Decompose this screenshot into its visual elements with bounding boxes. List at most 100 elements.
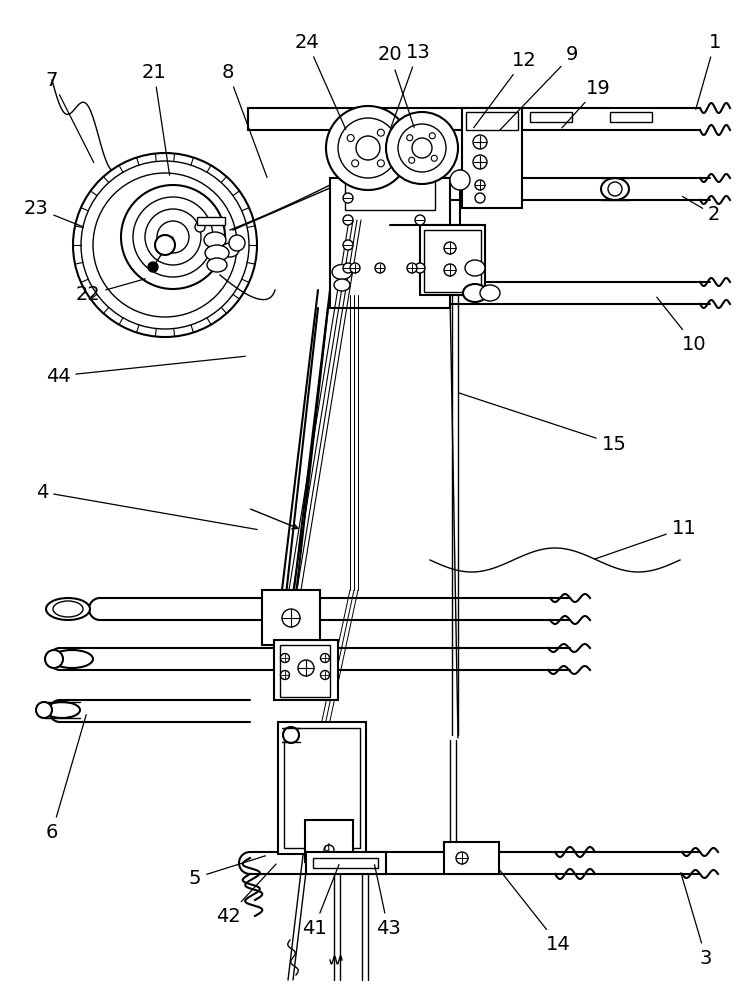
Bar	[444, 842, 499, 874]
Bar	[530, 112, 572, 122]
Circle shape	[431, 155, 437, 161]
Circle shape	[347, 134, 354, 141]
Circle shape	[377, 160, 384, 167]
Circle shape	[343, 193, 353, 203]
Text: 11: 11	[595, 518, 696, 559]
Circle shape	[157, 221, 189, 253]
Ellipse shape	[36, 702, 52, 718]
Ellipse shape	[463, 284, 487, 302]
Text: 21: 21	[142, 62, 170, 175]
Text: 42: 42	[215, 864, 276, 926]
Circle shape	[377, 129, 384, 136]
Ellipse shape	[207, 258, 227, 272]
Text: 4: 4	[36, 483, 257, 530]
Circle shape	[386, 112, 458, 184]
Circle shape	[351, 160, 359, 167]
Bar	[420, 225, 485, 295]
Circle shape	[326, 106, 410, 190]
Circle shape	[283, 727, 299, 743]
Ellipse shape	[44, 702, 80, 718]
Circle shape	[324, 845, 334, 855]
Text: 43: 43	[375, 865, 401, 938]
Text: 5: 5	[189, 856, 265, 888]
Text: 41: 41	[301, 865, 339, 938]
Bar	[280, 645, 330, 697]
Circle shape	[229, 235, 245, 251]
Text: 12: 12	[473, 50, 537, 128]
Ellipse shape	[601, 178, 629, 200]
Bar	[278, 722, 366, 854]
Circle shape	[398, 124, 446, 172]
Circle shape	[281, 654, 290, 662]
Text: 13: 13	[391, 42, 431, 127]
Text: 2: 2	[682, 196, 720, 225]
Circle shape	[73, 153, 257, 337]
Text: 22: 22	[76, 279, 146, 304]
Bar	[306, 852, 386, 874]
Circle shape	[195, 222, 205, 232]
Circle shape	[343, 240, 353, 250]
Ellipse shape	[480, 285, 500, 301]
Circle shape	[320, 654, 329, 662]
Text: 3: 3	[681, 873, 712, 968]
Ellipse shape	[332, 264, 352, 279]
Circle shape	[375, 263, 385, 273]
Circle shape	[444, 264, 456, 276]
Text: 7: 7	[46, 70, 94, 163]
Bar	[197, 217, 225, 225]
Bar	[284, 728, 360, 848]
Circle shape	[145, 209, 201, 265]
Text: 24: 24	[295, 32, 346, 129]
Circle shape	[155, 235, 175, 255]
Text: 15: 15	[459, 393, 626, 454]
Bar	[262, 590, 320, 645]
Circle shape	[356, 136, 380, 160]
Circle shape	[121, 185, 225, 289]
Ellipse shape	[53, 601, 83, 617]
Bar	[462, 108, 522, 208]
Circle shape	[343, 215, 353, 225]
Ellipse shape	[51, 650, 93, 668]
Ellipse shape	[46, 598, 90, 620]
Circle shape	[444, 242, 456, 254]
Circle shape	[412, 138, 432, 158]
Circle shape	[415, 215, 425, 225]
Ellipse shape	[205, 245, 229, 261]
Circle shape	[475, 180, 485, 190]
Text: 20: 20	[378, 45, 414, 127]
Text: d: d	[324, 843, 330, 853]
Circle shape	[473, 135, 487, 149]
Bar	[424, 230, 481, 292]
Text: 10: 10	[657, 297, 706, 354]
Circle shape	[133, 197, 213, 277]
Text: 6: 6	[46, 715, 86, 842]
Text: 1: 1	[696, 32, 721, 109]
Circle shape	[298, 660, 314, 676]
Text: 44: 44	[46, 356, 245, 385]
Ellipse shape	[45, 650, 63, 668]
Circle shape	[148, 262, 158, 272]
Bar	[313, 858, 378, 868]
Text: 19: 19	[562, 79, 610, 128]
Bar	[274, 640, 338, 700]
Circle shape	[343, 263, 353, 273]
Circle shape	[281, 670, 290, 680]
Text: 23: 23	[24, 198, 83, 227]
Circle shape	[608, 182, 622, 196]
Circle shape	[456, 852, 468, 864]
Text: 9: 9	[500, 45, 578, 130]
Bar	[610, 112, 652, 122]
Circle shape	[450, 170, 470, 190]
Circle shape	[350, 263, 360, 273]
Bar	[466, 112, 518, 130]
Text: 8: 8	[222, 62, 267, 177]
Bar	[330, 178, 450, 308]
Ellipse shape	[465, 260, 485, 276]
Text: 14: 14	[500, 870, 570, 954]
Circle shape	[407, 263, 417, 273]
Circle shape	[93, 173, 237, 317]
Circle shape	[81, 161, 249, 329]
Circle shape	[338, 118, 398, 178]
Ellipse shape	[204, 232, 226, 248]
Circle shape	[429, 133, 435, 139]
